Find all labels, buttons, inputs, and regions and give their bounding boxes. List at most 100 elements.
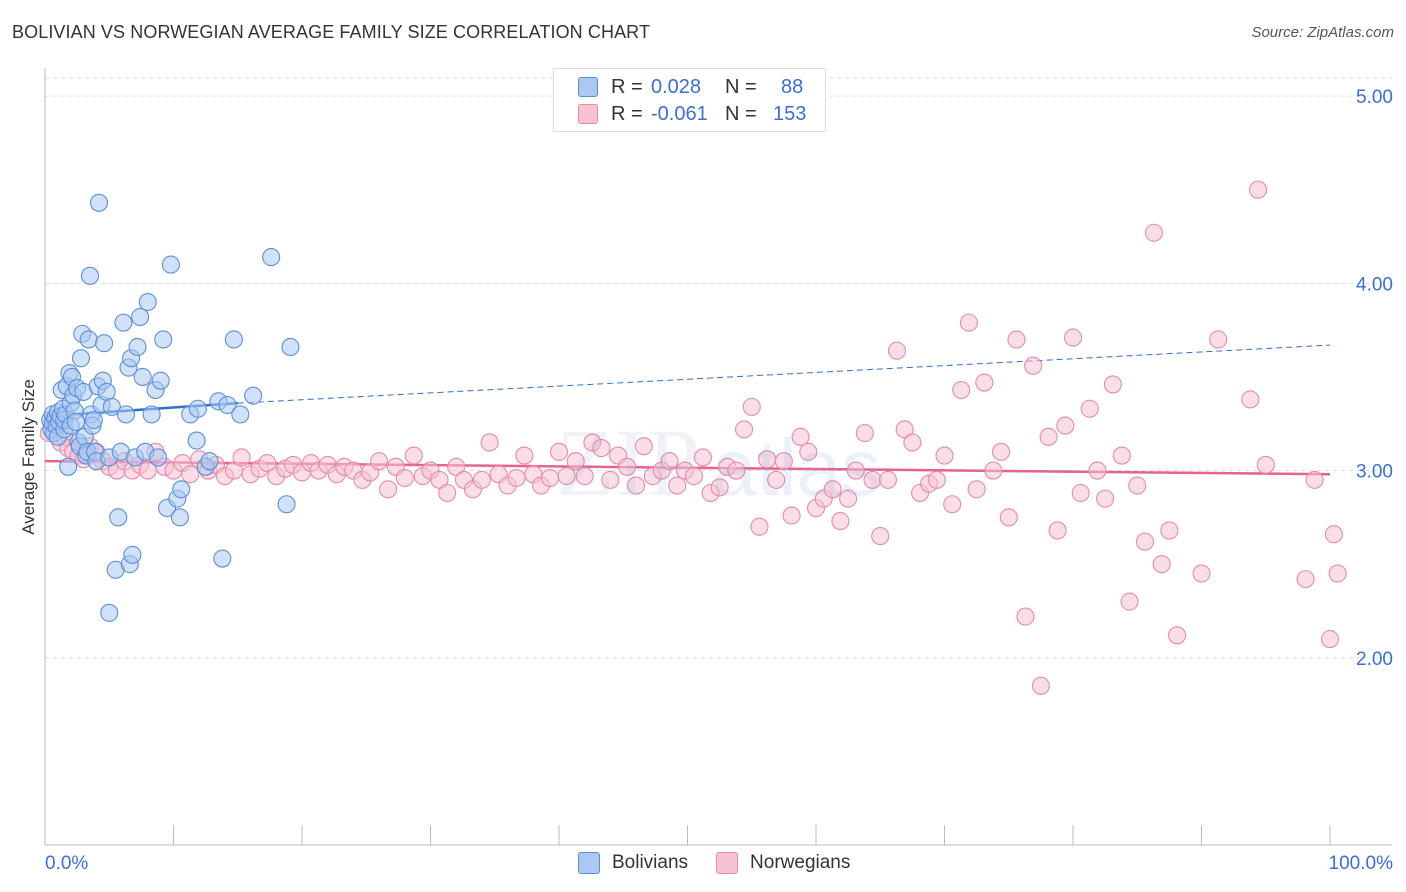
legend-item-norwegians: Norwegians: [716, 852, 850, 874]
norwegian-point: [1120, 592, 1139, 611]
bolivian-point: [172, 480, 191, 499]
legend-label-norwegians: Norwegians: [750, 852, 851, 873]
norwegian-point: [1016, 607, 1035, 626]
norwegian-point: [887, 341, 907, 360]
norwegian-point: [1256, 455, 1275, 474]
y-tick-label: 5.00: [1356, 87, 1393, 108]
norwegian-point: [1160, 521, 1179, 540]
norwegian-point: [742, 397, 761, 416]
norwegian-point: [1144, 223, 1164, 242]
norwegian-point: [999, 508, 1018, 527]
bolivian-point: [138, 292, 157, 312]
bolivian-point: [97, 382, 116, 401]
r-label: R =: [611, 75, 643, 98]
norwegian-point: [472, 470, 491, 489]
norwegian-point: [634, 437, 653, 456]
bolivian-point: [170, 508, 189, 527]
norwegian-point: [627, 476, 646, 495]
bolivian-point: [281, 337, 300, 357]
bolivian-point: [154, 330, 173, 349]
y-tick-label: 4.00: [1356, 274, 1393, 295]
n-label: N =: [725, 102, 757, 125]
y-tick-label: 3.00: [1356, 462, 1393, 483]
bolivian-point: [71, 349, 91, 368]
norwegian-point: [232, 448, 251, 467]
bolivian-point: [95, 334, 114, 353]
r-label: R =: [611, 102, 643, 125]
bolivian-trendline-extension: [237, 344, 1331, 404]
norwegian-point: [566, 452, 585, 471]
norwegian-point: [959, 313, 978, 332]
norwegian-point: [601, 470, 620, 489]
norwegian-point: [1128, 476, 1147, 495]
norwegian-point: [1296, 570, 1315, 589]
norwegian-point: [855, 424, 874, 443]
bolivian-point: [79, 330, 98, 349]
bolivian-point: [123, 545, 142, 564]
bolivian-point: [89, 193, 109, 212]
bolivian-point: [133, 367, 152, 386]
norwegian-point: [935, 446, 954, 465]
svg-text:ZIP: ZIP: [556, 409, 700, 516]
bolivian-point: [131, 307, 150, 327]
norwegian-point: [480, 433, 499, 452]
norwegian-point: [774, 452, 793, 471]
norwegian-point: [668, 476, 687, 495]
norwegian-point: [1063, 328, 1083, 347]
norwegian-point: [507, 468, 526, 488]
norwegian-point: [1024, 356, 1043, 375]
norwegians-swatch: [716, 852, 739, 874]
bolivian-point: [66, 412, 85, 431]
bolivian-point: [187, 431, 206, 450]
norwegian-point: [181, 465, 200, 484]
norwegian-point: [1209, 330, 1228, 349]
norwegian-point: [1305, 470, 1324, 489]
bolivian-point: [231, 405, 250, 424]
norwegian-point: [799, 442, 818, 461]
norwegian-point: [693, 448, 712, 467]
norwegian-point: [1135, 532, 1155, 551]
correlation-legend: R = 0.028 N = 88 R = -0.061 N = 153: [553, 68, 826, 132]
bolivian-point: [262, 248, 281, 267]
norwegian-point: [791, 427, 810, 446]
norwegian-point: [1031, 676, 1050, 695]
norwegian-point: [1056, 416, 1075, 435]
legend-label-bolivians: Bolivians: [612, 852, 689, 873]
norwegian-point: [927, 470, 946, 489]
bolivian-point: [100, 603, 119, 622]
norwegians-swatch: [578, 104, 598, 124]
y-tick-label: 2.00: [1356, 649, 1393, 670]
norwegian-point: [549, 442, 569, 461]
norwegian-point: [1328, 564, 1347, 583]
norwegian-point: [370, 452, 389, 471]
x-tick-label: 0.0%: [45, 853, 88, 874]
norwegian-point: [846, 461, 865, 480]
norwegian-point: [975, 373, 994, 392]
norwegian-point: [782, 506, 801, 525]
norwegian-point: [952, 380, 971, 400]
norwegian-point: [734, 420, 754, 439]
bolivian-point: [188, 399, 207, 418]
bolivian-point: [224, 330, 243, 349]
zipatlas-watermark: ZIP atlas: [556, 409, 881, 516]
bolivian-point: [200, 452, 219, 471]
norwegian-point: [1088, 461, 1107, 480]
norwegian-point: [395, 468, 414, 488]
bolivian-point: [84, 410, 103, 430]
norwegian-point: [943, 495, 962, 514]
norwegian-point: [1112, 446, 1131, 465]
norwegian-point: [750, 517, 769, 536]
norwegian-point: [727, 461, 746, 480]
bolivian-point: [142, 405, 161, 424]
bolivian-point: [128, 337, 147, 357]
norwegian-point: [1324, 525, 1343, 544]
legend-row-bolivians: R = 0.028 N = 88: [578, 75, 803, 99]
norwegian-point: [1080, 399, 1099, 418]
norwegian-point: [991, 442, 1011, 461]
norwegian-point: [1071, 483, 1090, 503]
n-value: 153: [773, 102, 807, 125]
norwegian-point: [660, 452, 679, 471]
bolivian-point: [213, 549, 232, 568]
norwegian-point: [575, 467, 594, 486]
